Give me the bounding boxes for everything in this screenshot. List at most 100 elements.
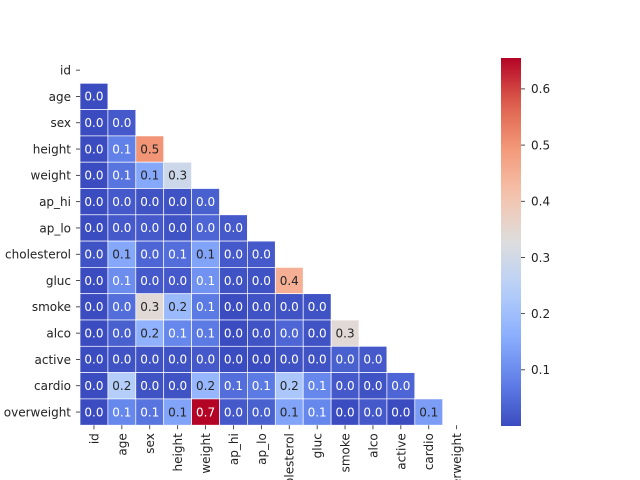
cell-value-cardio-weight: 0.2 xyxy=(196,379,215,393)
heatmap-cell-cholesterol-age xyxy=(107,240,137,268)
heatmap-cell-cholesterol-ap_hi xyxy=(219,240,248,268)
heatmap-cell-active-gluc xyxy=(302,345,332,373)
heatmap-cell-cardio-ap_hi xyxy=(219,372,248,400)
y-axis: id age sex height weight ap_hi ap_lo cholestero… xyxy=(4,63,80,419)
cell-value-ap_lo-id: 0.0 xyxy=(84,221,103,235)
colorbar-gradient xyxy=(501,58,521,426)
cell-value-ap_lo-weight: 0.0 xyxy=(196,221,215,235)
cell-value-gluc-ap_lo: 0.0 xyxy=(252,274,271,288)
colorbar-tick-label: 0.3 xyxy=(531,251,550,265)
heatmap-cell-overweight-id xyxy=(79,398,109,426)
cell-value-overweight-alco: 0.0 xyxy=(363,405,382,419)
cell-value-overweight-id: 0.0 xyxy=(84,405,103,419)
colorbar: 0.1 0.2 0.3 0.4 0.5 0.6 xyxy=(501,58,550,426)
y-tick-label-id: id xyxy=(60,63,71,77)
heatmap-cell-active-id xyxy=(79,345,109,373)
heatmap-cell-gluc-id xyxy=(79,267,109,295)
x-axis: id age sex height weight ap_hi ap_lo cholestero… xyxy=(87,425,464,480)
heatmap-cell-active-height xyxy=(163,345,192,373)
cell-value-smoke-id: 0.0 xyxy=(84,300,103,314)
heatmap-cell-overweight-height xyxy=(163,398,192,426)
cell-value-gluc-age: 0.1 xyxy=(112,274,131,288)
cell-value-alco-sex: 0.2 xyxy=(140,326,159,340)
cell-value-active-id: 0.0 xyxy=(84,353,103,367)
cell-value-cholesterol-ap_hi: 0.0 xyxy=(224,247,243,261)
cell-value-cholesterol-height: 0.1 xyxy=(168,247,187,261)
x-tick-label-cholesterol: cholesterol xyxy=(283,433,297,480)
heatmap-cell-alco-gluc xyxy=(302,319,332,347)
cell-value-smoke-weight: 0.1 xyxy=(196,300,215,314)
heatmap-cell-active-ap_hi xyxy=(219,345,248,373)
cell-value-alco-id: 0.0 xyxy=(84,326,103,340)
x-tick-label-active: active xyxy=(394,433,408,469)
cell-value-smoke-ap_hi: 0.0 xyxy=(224,300,243,314)
cell-value-overweight-weight: 0.7 xyxy=(196,405,215,419)
cell-value-ap_lo-age: 0.0 xyxy=(112,221,131,235)
cell-value-cholesterol-ap_lo: 0.0 xyxy=(252,247,271,261)
colorbar-tick-label: 0.1 xyxy=(531,363,550,377)
y-tick-label-gluc: gluc xyxy=(46,274,71,288)
cell-value-height-age: 0.1 xyxy=(112,142,131,156)
y-tick-label-ap_lo: ap_lo xyxy=(39,221,71,235)
cell-value-ap_hi-height: 0.0 xyxy=(168,195,187,209)
y-tick-label-age: age xyxy=(49,90,71,104)
cell-value-cardio-smoke: 0.0 xyxy=(336,379,355,393)
cell-value-active-weight: 0.0 xyxy=(196,353,215,367)
heatmap-cell-cardio-gluc xyxy=(302,372,332,400)
cell-value-ap_lo-sex: 0.0 xyxy=(140,221,159,235)
cell-value-overweight-gluc: 0.1 xyxy=(308,405,327,419)
heatmap-cell-smoke-ap_hi xyxy=(219,293,248,321)
cell-value-cholesterol-age: 0.1 xyxy=(112,247,131,261)
cell-value-alco-cholesterol: 0.0 xyxy=(280,326,299,340)
cell-value-smoke-sex: 0.3 xyxy=(140,300,159,314)
x-tick-label-ap_lo: ap_lo xyxy=(255,433,269,465)
cell-value-smoke-cholesterol: 0.0 xyxy=(280,300,299,314)
y-tick-label-cholesterol: cholesterol xyxy=(5,248,71,262)
heatmap-cell-active-alco xyxy=(358,345,388,373)
cell-value-smoke-gluc: 0.0 xyxy=(308,300,327,314)
heatmap-cell-alco-height xyxy=(163,319,192,347)
cell-value-ap_lo-height: 0.0 xyxy=(168,221,187,235)
cell-value-weight-id: 0.0 xyxy=(84,169,103,183)
heatmap-cell-overweight-weight xyxy=(191,398,220,426)
cell-value-cardio-ap_lo: 0.1 xyxy=(252,379,271,393)
cell-value-active-alco: 0.0 xyxy=(363,353,382,367)
cell-value-cholesterol-weight: 0.1 xyxy=(196,247,215,261)
heatmap-cell-cardio-sex xyxy=(135,372,165,400)
y-tick-label-sex: sex xyxy=(50,116,71,130)
x-tick-label-height: height xyxy=(171,433,185,472)
cell-value-ap_lo-ap_hi: 0.0 xyxy=(224,221,243,235)
cell-value-active-gluc: 0.0 xyxy=(308,353,327,367)
y-tick-label-smoke: smoke xyxy=(32,300,71,314)
cell-value-age-id: 0.0 xyxy=(84,90,103,104)
cell-value-alco-gluc: 0.0 xyxy=(308,326,327,340)
cell-value-height-sex: 0.5 xyxy=(140,142,159,156)
cell-value-cardio-active: 0.0 xyxy=(391,379,410,393)
y-tick-label-weight: weight xyxy=(31,169,72,183)
heatmap-cell-alco-cholesterol xyxy=(274,319,304,347)
cell-value-overweight-ap_lo: 0.0 xyxy=(252,405,271,419)
cell-value-ap_hi-id: 0.0 xyxy=(84,195,103,209)
heatmap-cell-gluc-cholesterol xyxy=(274,267,304,295)
heatmap-cell-cardio-age xyxy=(107,372,137,400)
cell-value-active-smoke: 0.0 xyxy=(336,353,355,367)
heatmap-cell-overweight-smoke xyxy=(330,398,360,426)
heatmap-area: 0.0 0.0 0.0 0.0 0.1 0.5 0.0 0.1 0.1 0.3 0.0 0.0 0.0 0… xyxy=(4,63,464,480)
heatmap-cell-ap_hi-height xyxy=(163,188,192,216)
heatmap-cell-cardio-height xyxy=(163,372,192,400)
cell-value-weight-age: 0.1 xyxy=(112,169,131,183)
colorbar-tick-label: 0.2 xyxy=(531,307,550,321)
heatmap-cell-height-sex xyxy=(135,135,165,163)
heatmap-cell-labels: 0.0 0.0 0.0 0.0 0.1 0.5 0.0 0.1 0.1 0.3 0.0 0.0 0.0 0… xyxy=(84,90,438,420)
x-tick-label-id: id xyxy=(87,433,101,444)
cell-value-overweight-cardio: 0.1 xyxy=(419,405,438,419)
cell-value-smoke-height: 0.2 xyxy=(168,300,187,314)
cell-value-alco-height: 0.1 xyxy=(168,326,187,340)
x-tick-label-smoke: smoke xyxy=(339,433,353,472)
cell-value-overweight-age: 0.1 xyxy=(112,405,131,419)
heatmap-cell-overweight-cholesterol xyxy=(274,398,304,426)
y-tick-label-alco: alco xyxy=(46,326,71,340)
heatmap-cell-alco-sex xyxy=(135,319,165,347)
heatmap-cell-overweight-sex xyxy=(135,398,165,426)
